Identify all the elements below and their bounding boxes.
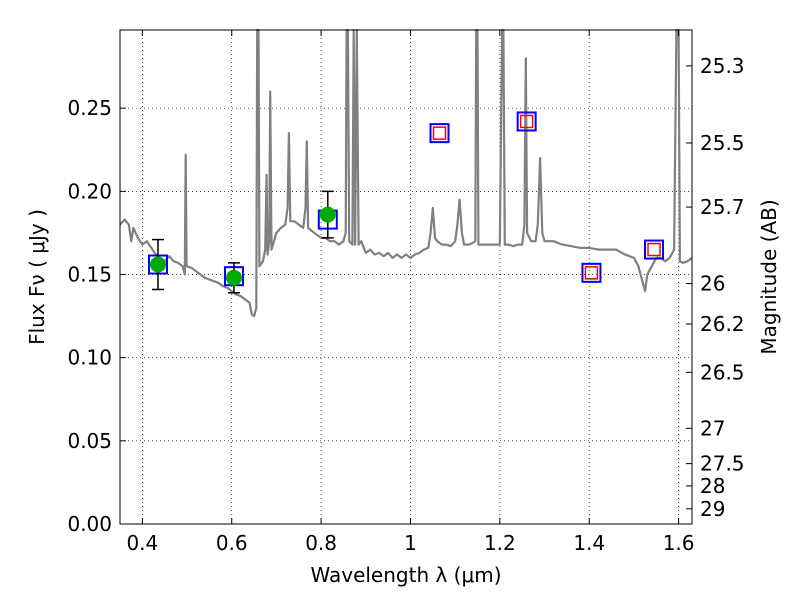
model-box-marker [429,123,450,144]
x-tick-label: 0.8 [305,531,337,555]
model-box-marker [581,262,602,283]
observed-point [319,206,336,223]
x-axis-label: Wavelength λ (μm) [310,563,501,587]
right-tick-label: 25.5 [700,131,745,155]
y-axis-ticks: 0.00 0.05 0.10 0.15 0.20 0.25 [67,96,126,536]
right-tick-label: 27.5 [700,452,745,476]
model-box-marker [516,111,537,132]
observed-point [225,269,242,286]
right-axis-label: Magnitude (AB) [757,199,781,354]
spectrum-line [119,28,693,318]
x-tick-label: 1.2 [484,531,516,555]
x-axis-ticks: 0.4 0.6 0.8 1 1.2 1.4 1.6 [126,30,695,555]
right-tick-label: 26.2 [700,312,745,336]
right-tick-label: 26 [700,272,725,296]
x-tick-label: 0.6 [216,531,248,555]
photometry-markers [147,111,665,294]
upper-limit-marker [519,114,534,129]
right-tick-label: 26.5 [700,360,745,384]
y-tick-label: 0.25 [67,96,112,120]
y-tick-label: 0.15 [67,263,112,287]
model-box-marker [644,239,665,260]
upper-limit-marker [584,266,599,280]
y-tick-label: 0.05 [67,429,112,453]
spectrum-series [119,28,693,318]
upper-limit-marker [432,126,447,140]
y-tick-label: 0.10 [67,346,112,370]
y-axis-label: Flux Fν ( μJy ) [25,209,49,345]
x-tick-label: 1 [404,531,417,555]
plot-frame [119,29,693,525]
right-tick-label: 25.7 [700,195,745,219]
right-tick-label: 27 [700,416,725,440]
upper-limit-marker [647,242,661,257]
x-tick-label: 1.4 [573,531,605,555]
right-tick-label: 29 [700,497,725,521]
right-tick-label: 25.3 [700,54,745,78]
y-tick-label: 0.20 [67,179,112,203]
y-tick-label: 0.00 [67,512,112,536]
x-tick-label: 1.6 [663,531,695,555]
observed-point [149,256,166,273]
x-tick-label: 0.4 [126,531,158,555]
right-tick-label: 28 [700,474,725,498]
